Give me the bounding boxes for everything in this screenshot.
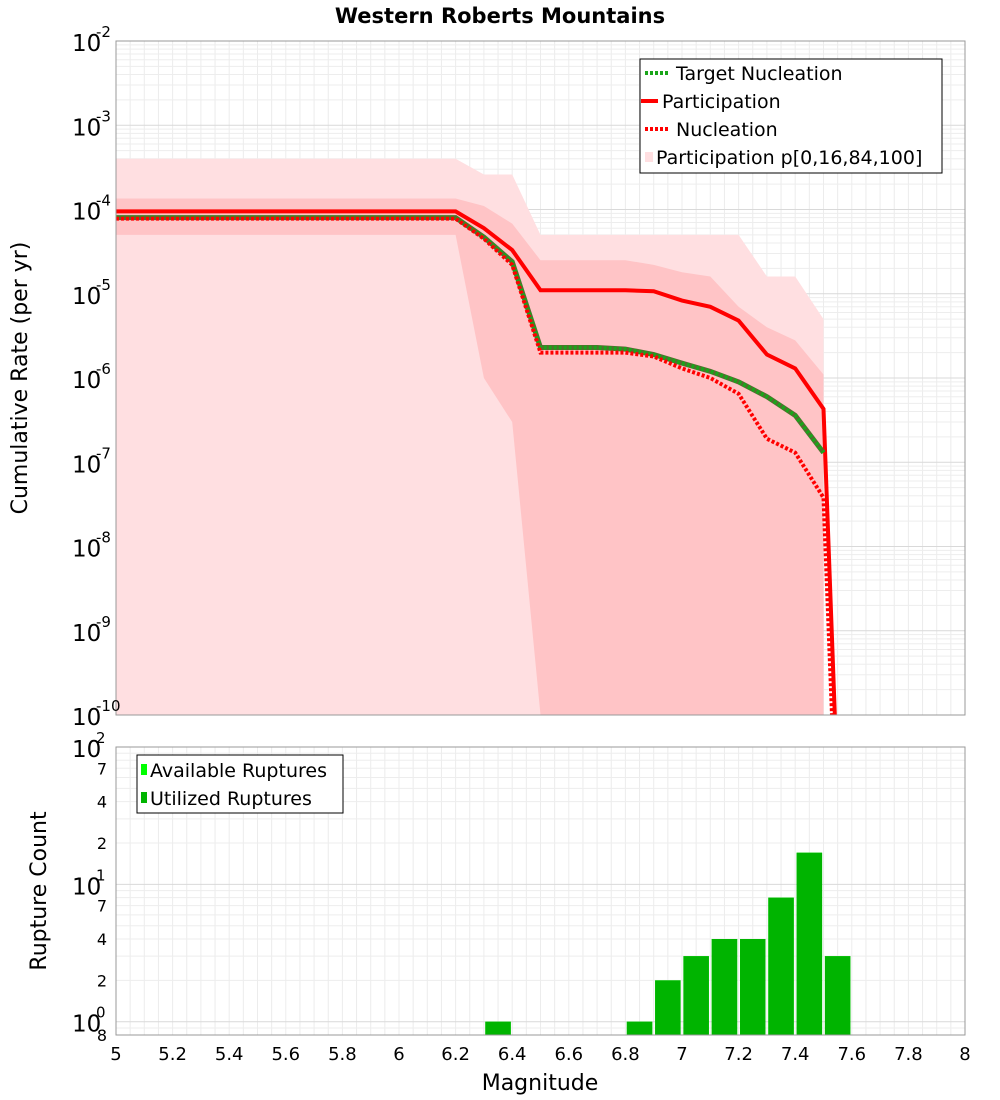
legend-label-utilized: Utilized Ruptures bbox=[150, 788, 312, 810]
x-tick-label: 6.4 bbox=[498, 1044, 527, 1065]
utilized-bar bbox=[655, 980, 681, 1035]
top-y-tick-base: 10 bbox=[72, 200, 101, 226]
bottom-y-minor-label: 4 bbox=[97, 930, 107, 949]
x-tick-label: 7.2 bbox=[724, 1044, 753, 1065]
utilized-bar bbox=[740, 939, 766, 1035]
top-y-tick-exponent: -5 bbox=[96, 276, 111, 294]
bottom-legend-box bbox=[136, 754, 344, 814]
utilized-bar bbox=[683, 956, 709, 1035]
participation-line bbox=[116, 209, 837, 716]
bottom-y-tick-exponent: 0 bbox=[96, 1004, 106, 1022]
bottom-y-minor-label: 2 bbox=[97, 971, 107, 990]
top-y-tick-exponent: -2 bbox=[96, 23, 111, 41]
bottom-y-tick-base: 10 bbox=[72, 737, 101, 763]
nucleation-line bbox=[116, 216, 834, 716]
chart-title: Western Roberts Mountains bbox=[335, 4, 665, 28]
x-tick-label: 6.2 bbox=[441, 1044, 470, 1065]
utilized-bar bbox=[711, 939, 738, 1035]
x-tick-label: 7.8 bbox=[894, 1044, 923, 1065]
x-tick-label: 5.4 bbox=[215, 1044, 244, 1065]
x-tick-label: 5.2 bbox=[158, 1044, 187, 1065]
legend-label-band: Participation p[0,16,84,100] bbox=[656, 147, 922, 169]
x-tick-label: 6 bbox=[393, 1044, 404, 1065]
top-y-tick-exponent: -4 bbox=[96, 192, 111, 210]
x-tick-label: 5.6 bbox=[271, 1044, 300, 1065]
x-tick-label: 7 bbox=[676, 1044, 687, 1065]
top-legend: Target Nucleation Participation Nucleation… bbox=[639, 58, 943, 174]
top-y-tick-base: 10 bbox=[72, 368, 101, 394]
legend-swatch-available bbox=[141, 764, 147, 775]
legend-label-target: Target Nucleation bbox=[675, 63, 843, 85]
x-tick-label: 6.6 bbox=[554, 1044, 583, 1065]
x-axis-label: Magnitude bbox=[482, 1071, 599, 1096]
top-plot-frame bbox=[115, 40, 966, 716]
legend-label-participation: Participation bbox=[662, 91, 781, 113]
legend-label-nucleation: Nucleation bbox=[676, 119, 778, 141]
legend-swatch-band bbox=[645, 152, 653, 162]
top-y-tick-base: 10 bbox=[72, 621, 101, 647]
x-tick-label: 5 bbox=[110, 1044, 121, 1065]
bottom-y-minor-label: 4 bbox=[97, 793, 107, 812]
x-tick-label: 7.4 bbox=[781, 1044, 810, 1065]
bottom-y-tick-base: 10 bbox=[72, 874, 101, 900]
top-y-tick-exponent: -7 bbox=[96, 444, 111, 462]
utilized-bar bbox=[626, 1021, 653, 1035]
top-y-tick-base: 10 bbox=[72, 452, 101, 478]
top-y-tick-base: 10 bbox=[72, 705, 101, 731]
top-y-tick-exponent: -3 bbox=[96, 107, 111, 125]
x-tick-label: 5.8 bbox=[328, 1044, 357, 1065]
top-y-tick-exponent: -10 bbox=[96, 697, 121, 715]
legend-swatch-utilized bbox=[141, 792, 147, 803]
x-tick-label: 8 bbox=[959, 1044, 970, 1065]
top-y-tick-exponent: -9 bbox=[96, 613, 111, 631]
bottom-y-tick-exponent: 1 bbox=[96, 866, 106, 884]
top-y-tick-base: 10 bbox=[72, 31, 101, 57]
utilized-bar bbox=[796, 852, 823, 1035]
top-y-tick-base: 10 bbox=[72, 115, 101, 141]
bottom-y-minor-label: 8 bbox=[97, 1026, 107, 1045]
top-y-tick-base: 10 bbox=[72, 284, 101, 310]
top-legend-box bbox=[639, 58, 943, 174]
utilized-bar bbox=[768, 897, 794, 1035]
band-inner-p16-p84 bbox=[116, 198, 824, 715]
bottom-y-minor-label: 2 bbox=[97, 834, 107, 853]
bottom-grid bbox=[115, 747, 966, 1036]
top-y-tick-exponent: -6 bbox=[96, 360, 111, 378]
bottom-legend: Available Ruptures Utilized Ruptures bbox=[136, 754, 344, 814]
legend-label-available: Available Ruptures bbox=[150, 760, 327, 782]
utilized-bar bbox=[824, 956, 851, 1035]
bottom-y-tick-base: 10 bbox=[72, 1012, 101, 1038]
bottom-plot-frame bbox=[115, 746, 966, 1036]
x-tick-label: 7.6 bbox=[837, 1044, 866, 1065]
x-tick-label: 6.8 bbox=[611, 1044, 640, 1065]
bottom-y-axis-label: Rupture Count bbox=[27, 811, 52, 971]
top-y-tick-exponent: -8 bbox=[96, 529, 111, 547]
utilized-bar bbox=[485, 1021, 511, 1035]
bottom-y-minor-label: 7 bbox=[97, 759, 107, 778]
bottom-y-minor-label: 7 bbox=[97, 897, 107, 916]
bottom-y-tick-exponent: 2 bbox=[96, 729, 106, 747]
top-y-tick-base: 10 bbox=[72, 537, 101, 563]
top-y-axis-label: Cumulative Rate (per yr) bbox=[8, 242, 33, 515]
